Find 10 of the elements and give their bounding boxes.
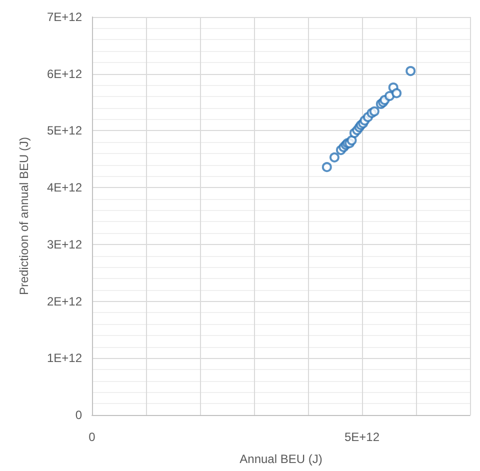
y-tick-label: 0 <box>75 408 82 422</box>
y-tick-label: 4E+12 <box>46 180 82 195</box>
y-tick-label: 6E+12 <box>46 66 82 81</box>
y-tick-label: 2E+12 <box>46 294 82 308</box>
y-tick-label: 7E+12 <box>46 10 82 24</box>
x-axis-title: Annual BEU (J) <box>240 452 322 466</box>
y-tick-label: 3E+12 <box>46 237 82 252</box>
y-axis-title: Predictioon of annual BEU (J) <box>17 136 31 296</box>
y-tick-label: 1E+12 <box>46 351 82 366</box>
y-tick-label: 5E+12 <box>46 124 82 138</box>
